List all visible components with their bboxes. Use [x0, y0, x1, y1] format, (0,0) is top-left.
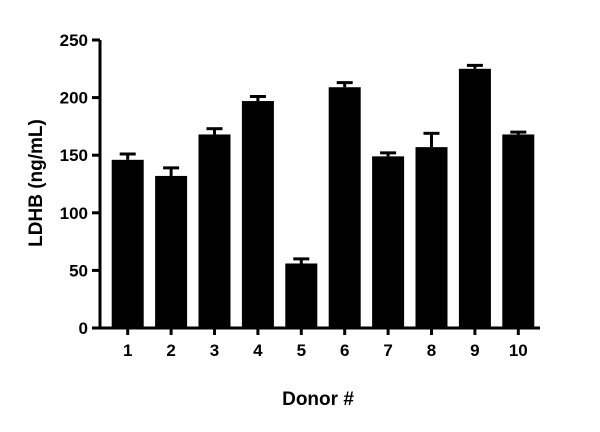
- bars: [111, 68, 535, 329]
- x-tick-label: 9: [470, 341, 479, 360]
- x-tick-label: 6: [340, 341, 349, 360]
- x-tick-label: 2: [166, 341, 175, 360]
- y-axis: 0 50 100 150 200 250: [60, 31, 102, 338]
- x-tick-label: 7: [383, 341, 392, 360]
- y-tick-label: 200: [60, 89, 88, 108]
- y-tick-label: 0: [79, 319, 88, 338]
- bar: [155, 175, 188, 328]
- y-axis-label: LDHB (ng/mL): [26, 119, 47, 247]
- bar: [285, 263, 318, 328]
- bar: [328, 87, 361, 329]
- x-tick-label: 1: [123, 341, 132, 360]
- x-tick-label: 10: [509, 341, 528, 360]
- error-bars: [119, 63, 527, 264]
- x-tick-label: 8: [427, 341, 436, 360]
- x-axis-label: Donor #: [282, 389, 354, 410]
- bar: [458, 68, 491, 329]
- y-tick-label: 250: [60, 31, 88, 50]
- x-tick-label: 5: [297, 341, 306, 360]
- y-tick-label: 100: [60, 204, 88, 223]
- x-tick-label: 3: [210, 341, 219, 360]
- bar: [372, 156, 405, 328]
- bar: [415, 147, 448, 328]
- bar: [111, 159, 144, 328]
- bar: [502, 134, 535, 328]
- y-tick-label: 150: [60, 146, 88, 165]
- y-tick-label: 50: [69, 261, 88, 280]
- bar: [198, 134, 231, 328]
- bar: [241, 101, 274, 328]
- x-tick-label: 4: [253, 341, 263, 360]
- x-axis: 1 2 3 4 5 6 7 8 9 10: [98, 326, 540, 360]
